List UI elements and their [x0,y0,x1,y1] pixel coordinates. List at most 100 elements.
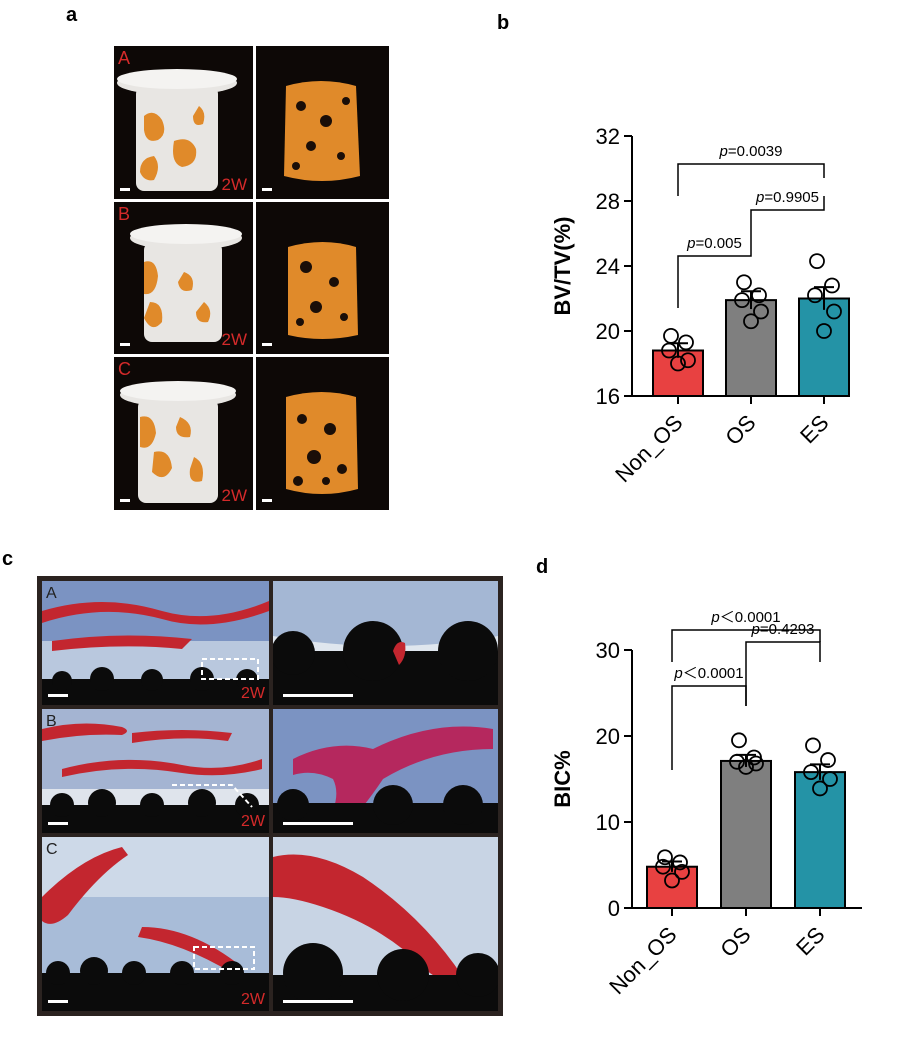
y-tick-label: 32 [596,124,620,149]
scale-bar [120,343,130,346]
microct-tile-bone-c [256,357,389,510]
p-value-label: p=0.0039 [719,143,783,160]
significance-bracket [677,242,752,308]
data-point [805,737,821,754]
microct-implant-image [120,381,236,503]
histology-zoom-image [273,709,498,833]
scale-bar [262,499,272,502]
time-label: 2W [221,486,248,505]
significance-bracket [745,641,821,706]
bar-es [794,771,846,909]
microct-tile-bone-b [256,202,389,354]
histology-zoom-a [273,581,498,705]
panel-letter-d: d [536,556,549,578]
microct-tile-implant-b: B 2W [114,202,253,354]
scale-bar [283,694,353,697]
microct-implant-image [130,224,242,342]
data-point [738,759,754,775]
y-tick-label: 10 [596,810,620,835]
data-point [729,753,745,770]
row-label: B [118,204,131,224]
y-tick-label: 30 [596,638,620,663]
y-tick-label: 28 [596,189,620,214]
histology-overview-b: B 2W [42,709,269,833]
data-point [672,854,688,871]
x-tick-label: Non_OS [610,410,687,487]
data-point [803,764,819,781]
data-point [678,334,694,351]
y-tick-label: 16 [596,384,620,409]
data-point [655,858,671,875]
time-label: 2W [221,330,248,349]
panel-letter-c: c [2,548,14,570]
histology-zoom-image [273,837,498,1011]
histology-overview-image [42,581,269,705]
scale-bar [48,694,68,697]
y-tick-label: 20 [596,724,620,749]
p-value-label: p=0.9905 [755,189,819,206]
data-point [820,752,836,768]
p-value-label: p=0.005 [686,235,742,252]
y-axis-label: BV/TV(%) [550,217,575,316]
y-tick-label: 0 [608,896,620,921]
data-point [826,303,842,320]
histology-overview-image [42,709,269,833]
data-point [812,780,828,797]
row-label: B [46,713,57,730]
data-point [670,355,686,372]
data-point [748,755,764,772]
x-tick-label: OS [715,922,755,962]
data-point [674,863,690,880]
histology-panel: A 2W B 2W [37,576,503,1016]
microct-implant-image [117,69,237,191]
histology-overview-image [42,837,269,1011]
x-tick-label: ES [795,410,833,448]
x-tick-label: Non_OS [604,922,681,999]
data-point [807,287,823,304]
y-tick-label: 20 [596,319,620,344]
scale-bar [120,188,130,191]
significance-bracket [671,685,747,770]
panel-letter-a: a [66,4,78,26]
p-value-label: p＜0.0001 [673,665,743,682]
data-point [664,872,680,889]
time-label: 2W [241,991,265,1008]
data-point [731,732,747,749]
histology-zoom-image [273,581,498,705]
scale-bar [262,343,272,346]
data-point [734,292,750,309]
scale-bar [262,188,272,191]
y-axis-label: BIC% [550,750,575,807]
data-point [661,342,677,359]
scale-bar [48,822,68,825]
x-tick-label: OS [720,410,760,450]
row-label: C [118,359,131,379]
scale-bar [48,1000,68,1003]
microct-bone-image [288,242,358,339]
histology-zoom-c [273,837,498,1011]
significance-bracket [677,163,825,196]
data-point [816,323,832,339]
scale-bar [283,822,353,825]
data-point [657,849,673,866]
significance-bracket [671,629,821,662]
bvtv-bar-chart: 16 20 24 28 32 BV/TV(%) Non_OS OS ES p=0.005 p=0.9… [550,124,850,487]
bar-os [720,759,772,909]
data-point [743,313,759,330]
time-label: 2W [221,175,248,194]
row-label: A [118,48,131,68]
histology-overview-c: C 2W [42,837,269,1011]
time-label: 2W [241,685,265,702]
data-point [753,303,769,320]
scale-bar [120,499,130,502]
data-point [736,274,752,291]
histology-overview-a: A 2W [42,581,269,705]
p-value-label: p＜0.0001 [710,609,780,626]
data-point [751,287,767,304]
microct-bone-image [286,392,358,494]
microct-tile-implant-a: A 2W [114,46,253,199]
row-label: A [46,585,57,602]
scale-bar [283,1000,353,1003]
time-label: 2W [241,813,265,830]
